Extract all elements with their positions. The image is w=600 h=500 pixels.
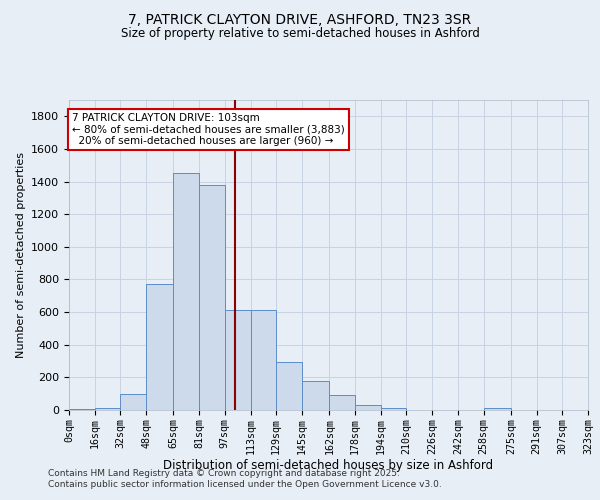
Bar [276,362,302,410]
Bar [484,408,511,410]
Text: Contains public sector information licensed under the Open Government Licence v3: Contains public sector information licen… [48,480,442,489]
Bar [329,396,355,410]
Y-axis label: Number of semi-detached properties: Number of semi-detached properties [16,152,26,358]
Text: 7 PATRICK CLAYTON DRIVE: 103sqm
← 80% of semi-detached houses are smaller (3,883: 7 PATRICK CLAYTON DRIVE: 103sqm ← 80% of… [72,113,345,146]
Text: Size of property relative to semi-detached houses in Ashford: Size of property relative to semi-detach… [121,28,479,40]
Bar [225,310,251,410]
Text: Contains HM Land Registry data © Crown copyright and database right 2025.: Contains HM Land Registry data © Crown c… [48,468,400,477]
Bar [251,310,276,410]
Text: 7, PATRICK CLAYTON DRIVE, ASHFORD, TN23 3SR: 7, PATRICK CLAYTON DRIVE, ASHFORD, TN23 … [128,12,472,26]
Bar [302,382,329,410]
Bar [69,409,95,410]
Bar [121,394,146,410]
X-axis label: Distribution of semi-detached houses by size in Ashford: Distribution of semi-detached houses by … [163,459,494,472]
Bar [355,405,381,410]
Bar [173,174,199,410]
Bar [199,185,225,410]
Bar [146,284,173,410]
Bar [381,408,406,410]
Bar [95,408,121,410]
